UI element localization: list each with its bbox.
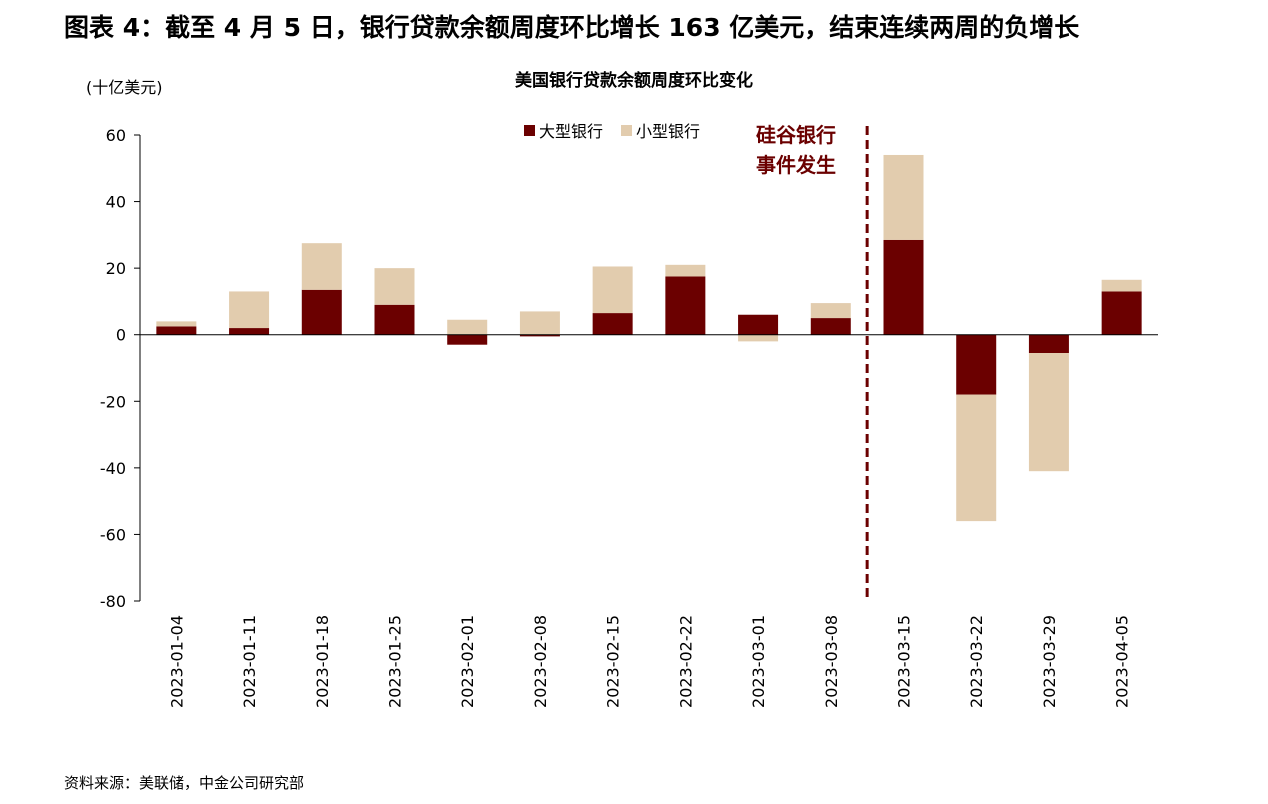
bar-large-banks xyxy=(592,313,633,335)
y-axis-unit-label: (十亿美元) xyxy=(86,78,163,97)
bar-small-banks xyxy=(592,266,633,314)
bar-large-banks xyxy=(665,276,706,335)
bar-large-banks xyxy=(1028,334,1069,354)
annotation-line-2: 事件发生 xyxy=(756,153,836,177)
bar-small-banks xyxy=(883,154,924,240)
bar-small-banks xyxy=(956,394,997,522)
x-tick-label: 2023-01-04 xyxy=(167,615,186,708)
bar-large-banks xyxy=(301,289,342,335)
x-tick-label: 2023-02-22 xyxy=(676,615,695,708)
bar-large-banks xyxy=(1101,291,1142,335)
x-tick-label: 2023-03-08 xyxy=(822,615,841,708)
bar-small-banks xyxy=(374,268,415,305)
y-tick-label: 0 xyxy=(116,326,126,345)
bar-small-banks xyxy=(1028,353,1069,472)
x-tick-label: 2023-03-22 xyxy=(967,615,986,708)
x-tick-label: 2023-01-18 xyxy=(313,615,332,708)
bar-small-banks xyxy=(738,334,779,342)
bar-small-banks xyxy=(301,243,342,290)
y-tick-label: -60 xyxy=(100,525,126,544)
bar-large-banks xyxy=(738,314,779,335)
bar-large-banks xyxy=(229,328,270,335)
bar-small-banks xyxy=(229,291,270,329)
x-tick-label: 2023-02-08 xyxy=(531,615,550,708)
x-tick-label: 2023-03-01 xyxy=(749,615,768,708)
bar-small-banks xyxy=(1101,279,1142,292)
x-tick-label: 2023-03-29 xyxy=(1040,615,1059,708)
x-tick-label: 2023-02-01 xyxy=(458,615,477,708)
bar-small-banks xyxy=(519,311,560,335)
x-tick-label: 2023-01-25 xyxy=(386,615,405,708)
y-tick-label: -80 xyxy=(100,592,126,611)
annotation-line-1: 硅谷银行 xyxy=(756,123,836,147)
bar-small-banks xyxy=(156,321,197,327)
y-tick-label: -40 xyxy=(100,459,126,478)
source-note: 资料来源：美联储，中金公司研究部 xyxy=(64,774,305,792)
bar-large-banks xyxy=(156,326,197,335)
y-tick-label: 60 xyxy=(106,126,126,145)
bar-large-banks xyxy=(519,334,560,337)
bar-large-banks xyxy=(374,304,415,335)
x-tick-label: 2023-03-15 xyxy=(895,615,914,708)
svb-event-annotation: 硅谷银行 事件发生 xyxy=(756,120,856,180)
bar-small-banks xyxy=(810,303,851,319)
legend: 大型银行 小型银行 xyxy=(524,118,700,142)
bar-large-banks xyxy=(447,334,488,345)
legend-swatch-large-banks xyxy=(524,124,535,136)
figure-title: 图表 4：截至 4 月 5 日，银行贷款余额周度环比增长 163 亿美元，结束连… xyxy=(64,13,1080,42)
legend-item-small-banks: 小型银行 xyxy=(621,118,700,142)
x-tick-label: 2023-01-11 xyxy=(240,615,259,708)
x-tick-label: 2023-02-15 xyxy=(604,615,623,708)
y-tick-label: -20 xyxy=(100,392,126,411)
x-tick-label: 2023-04-05 xyxy=(1113,615,1132,708)
chart-title: 美国银行贷款余额周度环比变化 xyxy=(515,71,753,91)
legend-label-large-banks: 大型银行 xyxy=(539,122,604,141)
legend-label-small-banks: 小型银行 xyxy=(636,122,701,141)
legend-swatch-small-banks xyxy=(621,124,633,136)
bar-small-banks xyxy=(665,264,706,277)
bar-small-banks xyxy=(447,319,488,335)
bar-large-banks xyxy=(956,334,997,395)
y-tick-label: 40 xyxy=(106,193,126,212)
y-tick-label: 20 xyxy=(106,259,126,278)
bar-large-banks xyxy=(883,239,924,335)
legend-item-large-banks: 大型银行 xyxy=(524,118,603,142)
bar-large-banks xyxy=(810,318,851,335)
